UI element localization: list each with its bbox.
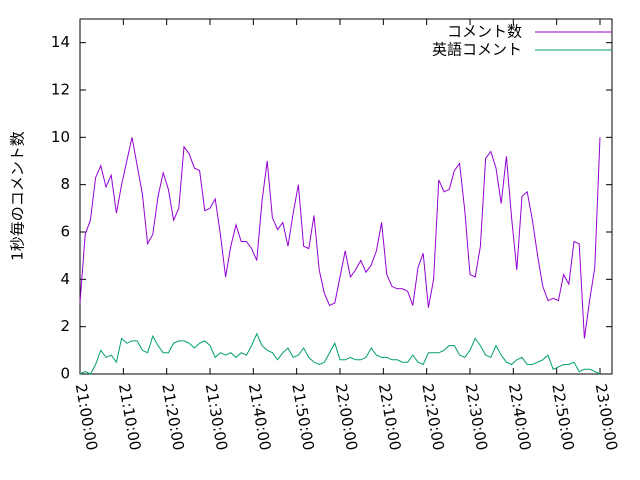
- series-line: [79, 332, 601, 375]
- y-axis-label: 1秒毎のコメント数: [9, 131, 27, 261]
- y-tick-label: 4: [60, 270, 70, 288]
- x-tick-label: 22:30:00: [462, 382, 491, 451]
- x-tick-label: 22:10:00: [375, 382, 404, 451]
- x-tick-label: 23:00:00: [592, 382, 621, 451]
- y-tick-label: 0: [60, 365, 70, 383]
- y-tick-label: 2: [60, 317, 70, 335]
- x-tick-label: 21:30:00: [202, 382, 231, 451]
- y-tick-label: 14: [51, 33, 70, 51]
- x-tick-label: 22:00:00: [332, 382, 361, 451]
- legend-label: 英語コメント: [432, 41, 522, 59]
- plot-frame: [79, 18, 613, 375]
- y-tick-label: 10: [51, 128, 70, 146]
- y-tick-label: 12: [51, 81, 70, 99]
- y-tick-label: 6: [60, 223, 70, 241]
- x-tick-label: 21:00:00: [72, 382, 101, 451]
- legend-label: コメント数: [447, 23, 522, 41]
- x-tick-label: 22:50:00: [548, 382, 577, 451]
- series-line: [79, 137, 601, 339]
- x-tick-label: 21:10:00: [115, 382, 144, 451]
- x-tick-label: 21:20:00: [158, 382, 187, 451]
- x-tick-label: 22:40:00: [505, 382, 534, 451]
- x-tick-label: 21:50:00: [288, 382, 317, 451]
- x-tick-label: 22:20:00: [418, 382, 447, 451]
- y-tick-label: 8: [60, 175, 70, 193]
- x-tick-label: 21:40:00: [245, 382, 274, 451]
